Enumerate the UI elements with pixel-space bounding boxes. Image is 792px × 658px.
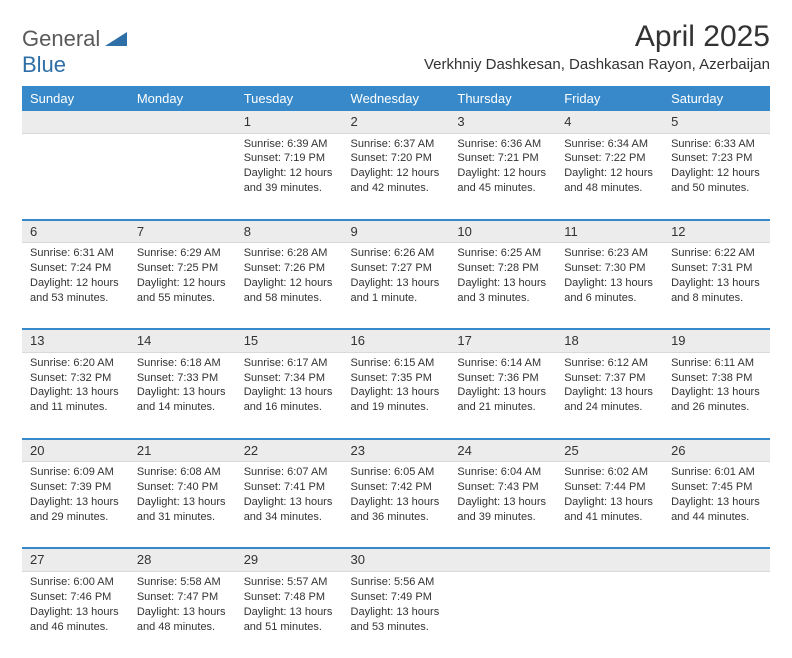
day-details: Sunrise: 6:18 AMSunset: 7:33 PMDaylight:…	[129, 353, 236, 421]
day-number: 10	[449, 221, 556, 244]
day-number: 22	[236, 440, 343, 463]
day-number	[129, 111, 236, 134]
day-details: Sunrise: 6:26 AMSunset: 7:27 PMDaylight:…	[343, 243, 450, 311]
day-number: 14	[129, 330, 236, 353]
day-number: 16	[343, 330, 450, 353]
logo-triangle-icon	[105, 30, 127, 46]
day-details: Sunrise: 6:20 AMSunset: 7:32 PMDaylight:…	[22, 353, 129, 421]
day-details: Sunrise: 6:11 AMSunset: 7:38 PMDaylight:…	[663, 353, 770, 421]
daynum-row: 13141516171819	[22, 330, 770, 353]
day-header: Monday	[129, 86, 236, 111]
day-details: Sunrise: 6:07 AMSunset: 7:41 PMDaylight:…	[236, 462, 343, 530]
day-details: Sunrise: 6:12 AMSunset: 7:37 PMDaylight:…	[556, 353, 663, 421]
day-number: 30	[343, 549, 450, 572]
daynum-row: 6789101112	[22, 221, 770, 244]
day-number: 15	[236, 330, 343, 353]
day-details: Sunrise: 6:34 AMSunset: 7:22 PMDaylight:…	[556, 134, 663, 202]
day-number: 17	[449, 330, 556, 353]
day-number: 13	[22, 330, 129, 353]
day-number: 24	[449, 440, 556, 463]
day-number: 3	[449, 111, 556, 134]
day-number: 9	[343, 221, 450, 244]
day-number: 19	[663, 330, 770, 353]
day-number: 8	[236, 221, 343, 244]
day-number	[449, 549, 556, 572]
day-number	[22, 111, 129, 134]
day-details: Sunrise: 6:01 AMSunset: 7:45 PMDaylight:…	[663, 462, 770, 530]
day-details: Sunrise: 5:58 AMSunset: 7:47 PMDaylight:…	[129, 572, 236, 640]
day-number	[663, 549, 770, 572]
details-row: Sunrise: 6:20 AMSunset: 7:32 PMDaylight:…	[22, 353, 770, 439]
day-details: Sunrise: 6:08 AMSunset: 7:40 PMDaylight:…	[129, 462, 236, 530]
day-details: Sunrise: 6:37 AMSunset: 7:20 PMDaylight:…	[343, 134, 450, 202]
day-header: Thursday	[449, 86, 556, 111]
day-details: Sunrise: 6:36 AMSunset: 7:21 PMDaylight:…	[449, 134, 556, 202]
title-block: April 2025 Verkhniy Dashkesan, Dashkasan…	[424, 20, 770, 73]
day-details: Sunrise: 6:05 AMSunset: 7:42 PMDaylight:…	[343, 462, 450, 530]
day-details	[22, 134, 129, 158]
day-number: 29	[236, 549, 343, 572]
daynum-row: 27282930	[22, 549, 770, 572]
day-header: Wednesday	[343, 86, 450, 111]
day-number: 23	[343, 440, 450, 463]
day-header: Sunday	[22, 86, 129, 111]
day-details: Sunrise: 6:02 AMSunset: 7:44 PMDaylight:…	[556, 462, 663, 530]
day-number: 11	[556, 221, 663, 244]
day-number: 20	[22, 440, 129, 463]
day-number: 6	[22, 221, 129, 244]
header: General Blue April 2025 Verkhniy Dashkes…	[22, 20, 770, 78]
day-details: Sunrise: 6:31 AMSunset: 7:24 PMDaylight:…	[22, 243, 129, 311]
day-details: Sunrise: 5:57 AMSunset: 7:48 PMDaylight:…	[236, 572, 343, 640]
daynum-row: 20212223242526	[22, 440, 770, 463]
details-row: Sunrise: 6:09 AMSunset: 7:39 PMDaylight:…	[22, 462, 770, 548]
details-row: Sunrise: 6:00 AMSunset: 7:46 PMDaylight:…	[22, 572, 770, 658]
day-details: Sunrise: 6:09 AMSunset: 7:39 PMDaylight:…	[22, 462, 129, 530]
day-details: Sunrise: 6:23 AMSunset: 7:30 PMDaylight:…	[556, 243, 663, 311]
day-details: Sunrise: 6:22 AMSunset: 7:31 PMDaylight:…	[663, 243, 770, 311]
day-header: Saturday	[663, 86, 770, 111]
details-row: Sunrise: 6:31 AMSunset: 7:24 PMDaylight:…	[22, 243, 770, 329]
calendar-table: SundayMondayTuesdayWednesdayThursdayFrid…	[22, 86, 770, 658]
day-number: 28	[129, 549, 236, 572]
day-number: 12	[663, 221, 770, 244]
day-number: 21	[129, 440, 236, 463]
day-details: Sunrise: 6:28 AMSunset: 7:26 PMDaylight:…	[236, 243, 343, 311]
day-details: Sunrise: 5:56 AMSunset: 7:49 PMDaylight:…	[343, 572, 450, 640]
day-details	[663, 572, 770, 596]
day-number: 4	[556, 111, 663, 134]
day-number: 7	[129, 221, 236, 244]
day-number: 25	[556, 440, 663, 463]
day-details	[449, 572, 556, 596]
logo-text-general: General	[22, 26, 100, 51]
day-header: Friday	[556, 86, 663, 111]
day-number: 18	[556, 330, 663, 353]
day-details: Sunrise: 6:15 AMSunset: 7:35 PMDaylight:…	[343, 353, 450, 421]
location: Verkhniy Dashkesan, Dashkasan Rayon, Aze…	[424, 56, 770, 73]
day-number: 26	[663, 440, 770, 463]
day-details: Sunrise: 6:14 AMSunset: 7:36 PMDaylight:…	[449, 353, 556, 421]
day-details: Sunrise: 6:29 AMSunset: 7:25 PMDaylight:…	[129, 243, 236, 311]
day-header: Tuesday	[236, 86, 343, 111]
day-details: Sunrise: 6:04 AMSunset: 7:43 PMDaylight:…	[449, 462, 556, 530]
day-details: Sunrise: 6:39 AMSunset: 7:19 PMDaylight:…	[236, 134, 343, 202]
logo-text-blue: Blue	[22, 52, 66, 77]
day-details: Sunrise: 6:25 AMSunset: 7:28 PMDaylight:…	[449, 243, 556, 311]
day-header-row: SundayMondayTuesdayWednesdayThursdayFrid…	[22, 86, 770, 111]
day-number	[556, 549, 663, 572]
day-number: 2	[343, 111, 450, 134]
month-title: April 2025	[424, 20, 770, 54]
day-details	[129, 134, 236, 158]
logo: General Blue	[22, 20, 127, 78]
day-number: 1	[236, 111, 343, 134]
day-number: 27	[22, 549, 129, 572]
day-details: Sunrise: 6:33 AMSunset: 7:23 PMDaylight:…	[663, 134, 770, 202]
details-row: Sunrise: 6:39 AMSunset: 7:19 PMDaylight:…	[22, 134, 770, 220]
day-number: 5	[663, 111, 770, 134]
day-details: Sunrise: 6:17 AMSunset: 7:34 PMDaylight:…	[236, 353, 343, 421]
day-details: Sunrise: 6:00 AMSunset: 7:46 PMDaylight:…	[22, 572, 129, 640]
day-details	[556, 572, 663, 596]
daynum-row: 12345	[22, 111, 770, 134]
